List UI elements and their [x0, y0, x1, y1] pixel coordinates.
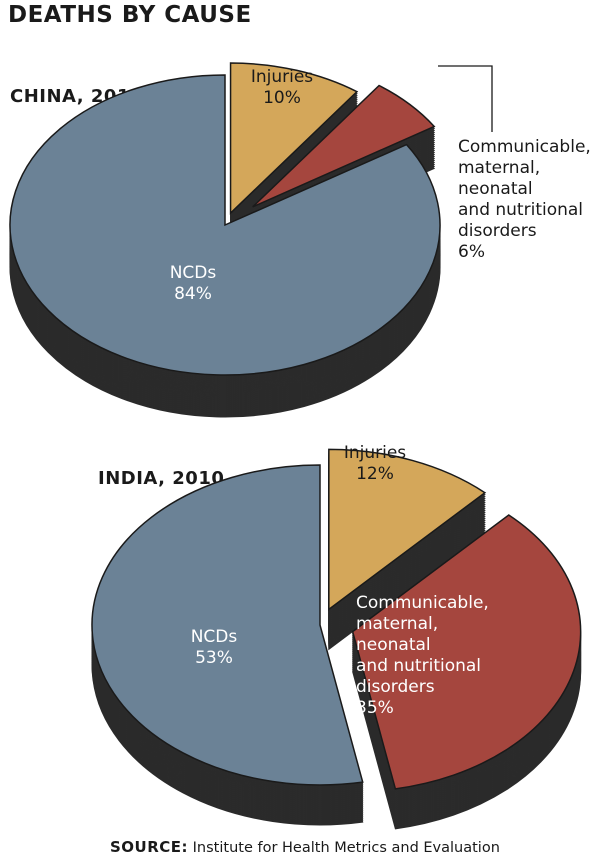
india-communicable-slice — [351, 514, 582, 790]
china-communicable-slice — [252, 84, 436, 208]
chart-title: DEATHS BY CAUSE — [8, 2, 252, 28]
china-pie-chart: NCDs 84% Injuries 10% Communicable, maternal,… — [9, 62, 591, 418]
china-communicable-label: Communicable, maternal, neonatal and nutrit… — [458, 137, 591, 262]
source-text: Institute for Health Metrics and Evaluat… — [192, 840, 500, 856]
india-chart-title: INDIA, 2010 — [98, 468, 225, 489]
china-ncd-slice — [9, 74, 441, 376]
china-ncd-label: NCDs 84% — [170, 263, 217, 304]
india-injuries-label: Injuries 12% — [344, 443, 406, 484]
china-communicable-leader-line — [438, 65, 493, 132]
india-ncd-slice — [91, 464, 364, 786]
source-note: SOURCE: Institute for Health Metrics and… — [110, 838, 500, 856]
india-injuries-slice — [328, 448, 487, 611]
india-communicable-label: Communicable, maternal, neonatal and nutrit… — [356, 593, 489, 718]
china-injuries-slice — [229, 62, 359, 215]
india-ncd-label: NCDs 53% — [191, 627, 238, 668]
china-injuries-label: Injuries 10% — [251, 67, 313, 108]
source-label: SOURCE: — [110, 838, 189, 856]
